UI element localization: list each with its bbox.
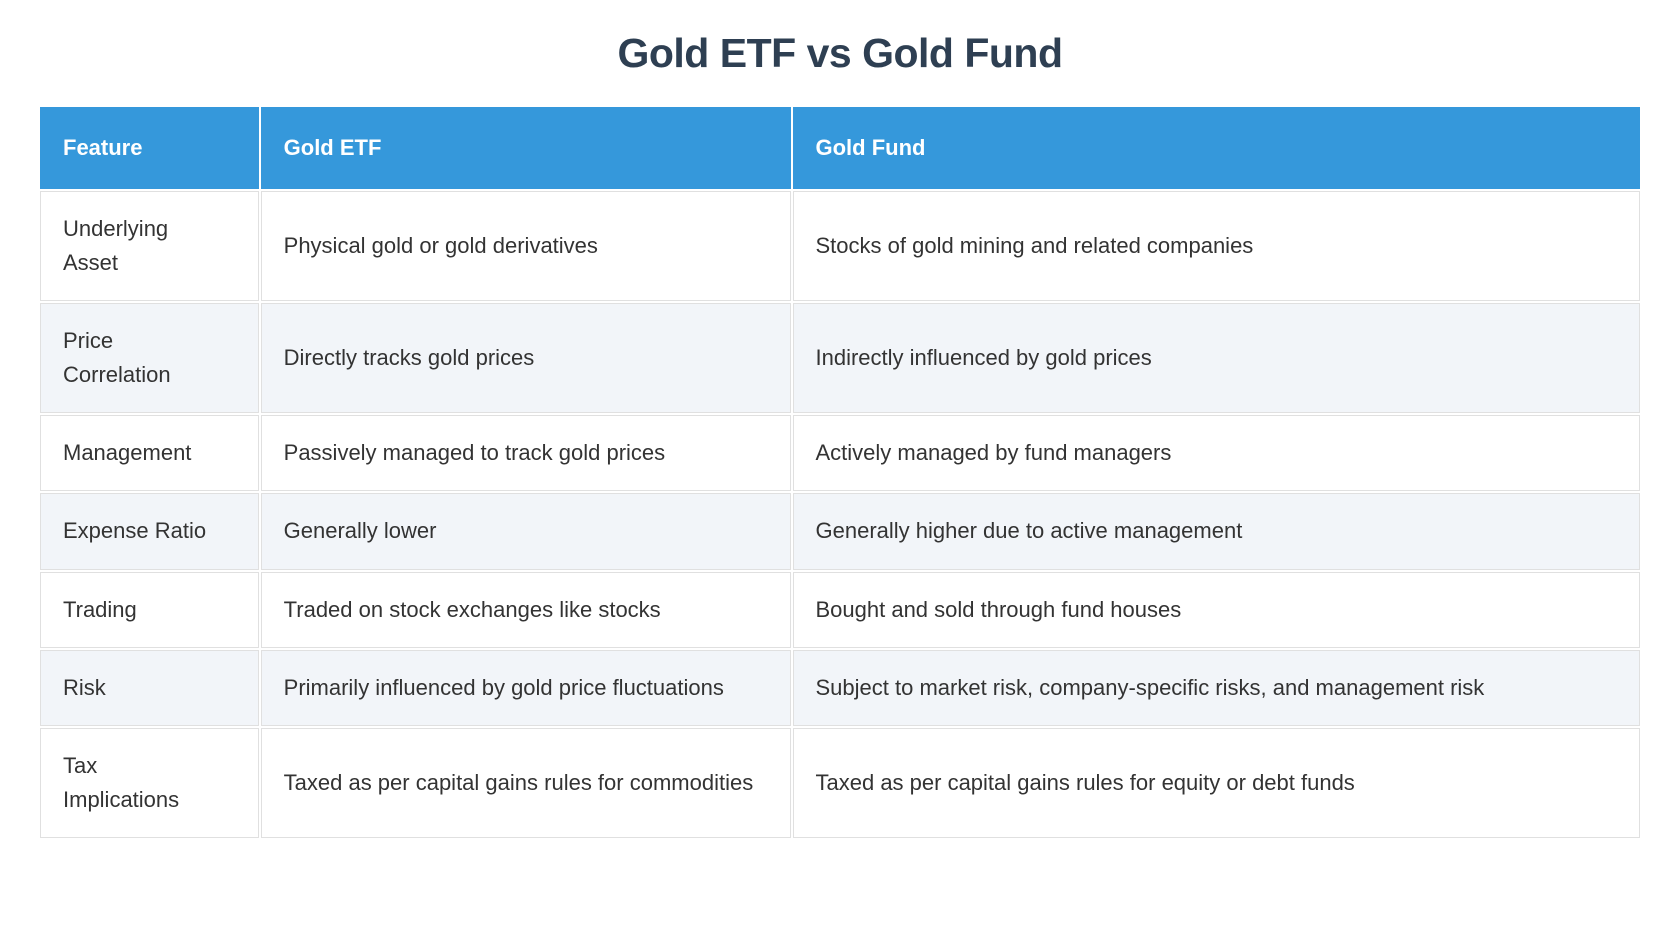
table-row-expense-ratio: Expense Ratio Generally lower Generally … [40, 493, 1640, 570]
column-header-feature: Feature [40, 107, 259, 189]
feature-cell: Tax Implications [40, 727, 259, 838]
gold-fund-cell: Generally higher due to active managemen… [792, 493, 1640, 570]
gold-etf-cell: Primarily influenced by gold price fluct… [260, 649, 791, 726]
feature-cell: Trading [40, 571, 259, 648]
table-row-underlying-asset: Underlying Asset Physical gold or gold d… [40, 191, 1640, 302]
feature-cell: Expense Ratio [40, 493, 259, 570]
feature-cell: Price Correlation [40, 303, 259, 414]
table-row-trading: Trading Traded on stock exchanges like s… [40, 571, 1640, 648]
gold-etf-cell: Traded on stock exchanges like stocks [260, 571, 791, 648]
gold-etf-cell: Taxed as per capital gains rules for com… [260, 727, 791, 838]
column-header-gold-etf: Gold ETF [260, 107, 791, 189]
table-row-management: Management Passively managed to track go… [40, 415, 1640, 492]
comparison-table: Feature Gold ETF Gold Fund Underlying As… [38, 105, 1642, 840]
gold-etf-cell: Generally lower [260, 493, 791, 570]
gold-fund-cell: Indirectly influenced by gold prices [792, 303, 1640, 414]
gold-etf-cell: Physical gold or gold derivatives [260, 191, 791, 302]
page-title: Gold ETF vs Gold Fund [617, 30, 1063, 76]
table-row-price-correlation: Price Correlation Directly tracks gold p… [40, 303, 1640, 414]
gold-fund-cell: Bought and sold through fund houses [792, 571, 1640, 648]
feature-cell: Risk [40, 649, 259, 726]
table-row-tax-implications: Tax Implications Taxed as per capital ga… [40, 727, 1640, 838]
column-header-gold-fund: Gold Fund [792, 107, 1640, 189]
feature-cell: Underlying Asset [40, 191, 259, 302]
gold-fund-cell: Subject to market risk, company-specific… [792, 649, 1640, 726]
table-row-risk: Risk Primarily influenced by gold price … [40, 649, 1640, 726]
header-row: Feature Gold ETF Gold Fund [40, 107, 1640, 189]
gold-etf-cell: Passively managed to track gold prices [260, 415, 791, 492]
gold-fund-cell: Stocks of gold mining and related compan… [792, 191, 1640, 302]
feature-cell: Management [40, 415, 259, 492]
gold-fund-cell: Taxed as per capital gains rules for equ… [792, 727, 1640, 838]
gold-fund-cell: Actively managed by fund managers [792, 415, 1640, 492]
gold-etf-cell: Directly tracks gold prices [260, 303, 791, 414]
